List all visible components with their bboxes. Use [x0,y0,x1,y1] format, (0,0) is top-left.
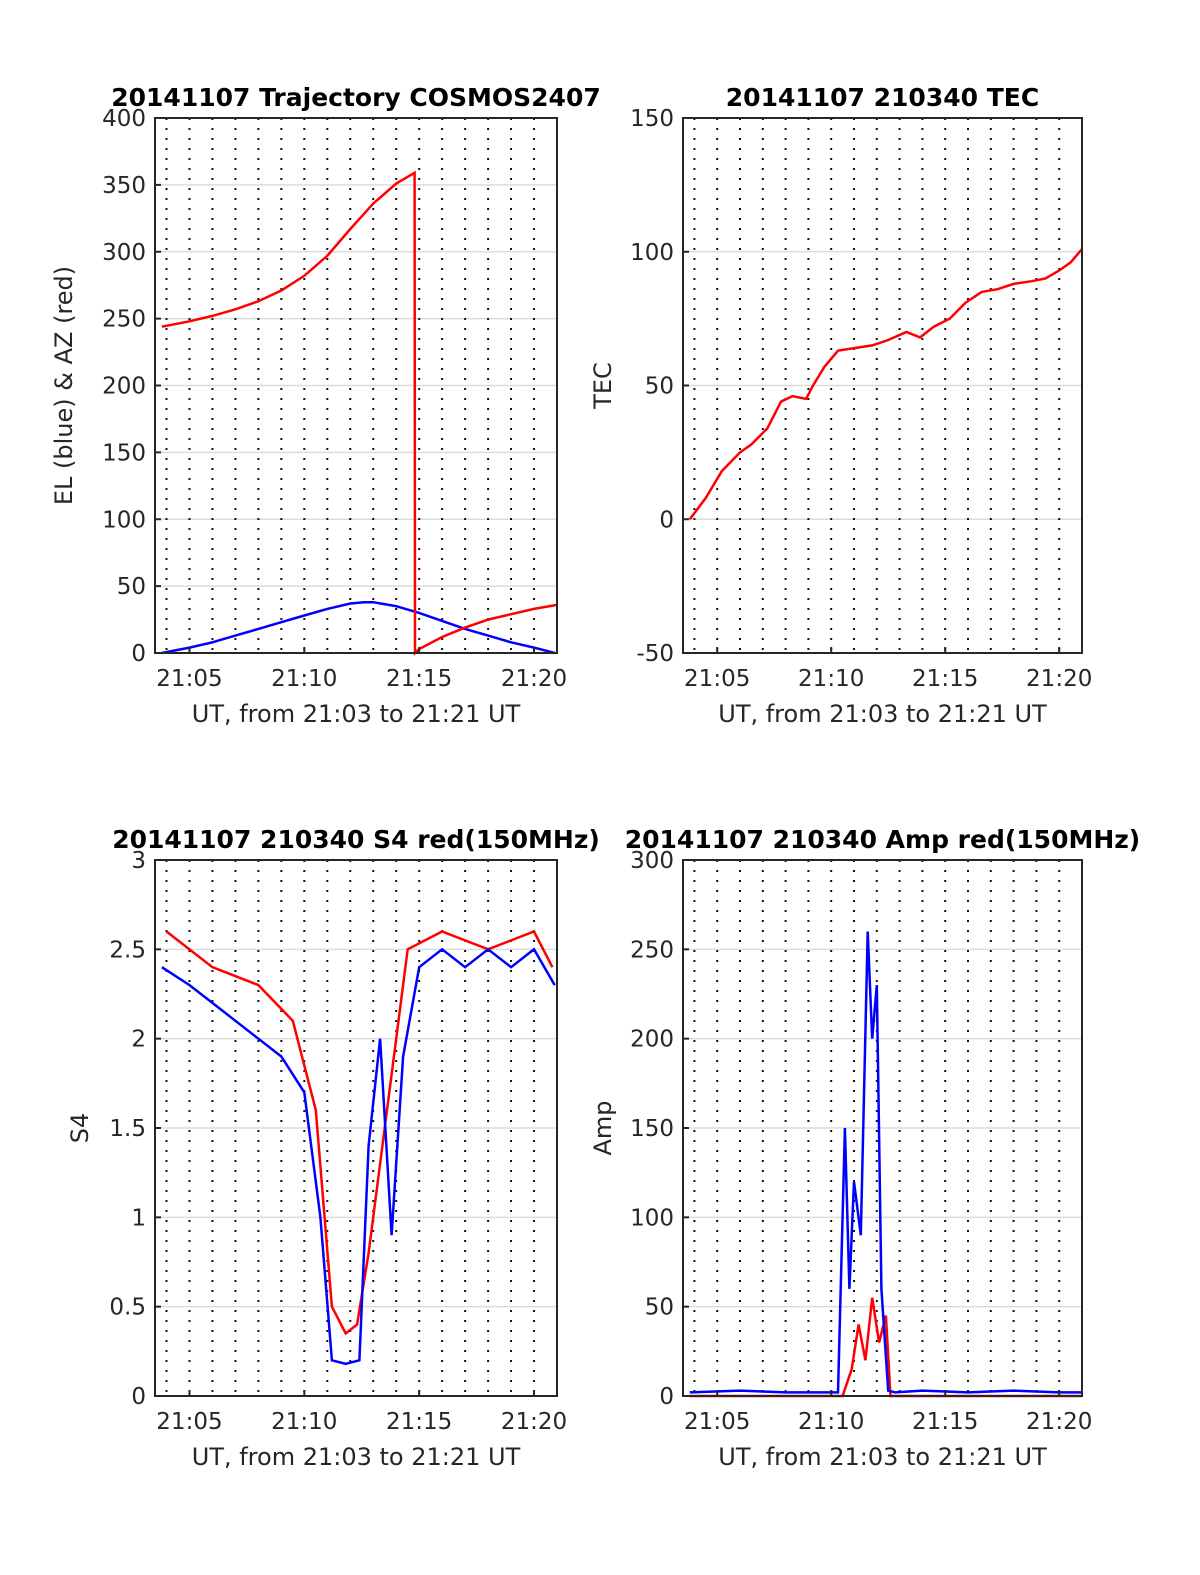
y-tick-label: 100 [630,1205,674,1231]
x-tick-label: 21:05 [684,666,750,692]
x-tick-label: 21:20 [501,666,567,692]
y-tick-label: 2 [131,1027,146,1053]
x-tick-label: 21:15 [386,666,452,692]
y-tick-label: 100 [102,507,146,533]
y-tick-label: 300 [630,848,674,874]
x-axis-label: UT, from 21:03 to 21:21 UT [192,1443,521,1471]
y-tick-label: 3 [131,848,146,874]
x-tick-label: 21:15 [912,666,978,692]
y-axis-label: Amp [589,1100,617,1155]
chart-title: 20141107 210340 Amp red(150MHz) [625,825,1141,854]
y-tick-label: 50 [645,1295,674,1321]
series-line-1 [161,947,556,1366]
y-tick-label: 200 [630,1027,674,1053]
y-tick-label: 2.5 [109,937,146,963]
y-tick-label: 0 [131,1384,146,1410]
x-axis-label: UT, from 21:03 to 21:21 UT [718,1443,1047,1471]
x-tick-label: 21:05 [156,666,222,692]
x-tick-label: 21:20 [501,1409,567,1435]
series-line-0 [689,1297,1082,1398]
y-axis-label: TEC [589,362,617,410]
y-tick-label: 0 [131,641,146,667]
y-tick-label: 50 [117,574,146,600]
chart-s4: 0 0.5 1 1.5 2 2.5 3 21:05 21:10 21:15 21:20 2014110… [66,825,600,1471]
series-line-0 [161,600,556,655]
y-tick-label: 0.5 [109,1295,146,1321]
series-line-0 [688,248,1083,521]
y-tick-label: 350 [102,173,146,199]
y-tick-label: 100 [630,240,674,266]
y-tick-label: 0 [659,1384,674,1410]
y-tick-label: 200 [102,374,146,400]
series-line-1 [689,931,1082,1394]
y-tick-label: 1.5 [109,1116,146,1142]
x-tick-label: 21:20 [1026,666,1092,692]
y-tick-label: 1 [131,1205,146,1231]
y-tick-label: -50 [636,641,674,667]
x-tick-label: 21:05 [684,1409,750,1435]
y-axis-label: S4 [66,1113,94,1144]
x-tick-label: 21:10 [271,1409,337,1435]
y-tick-label: 0 [659,507,674,533]
y-tick-label: 150 [102,440,146,466]
x-axis-label: UT, from 21:03 to 21:21 UT [718,700,1047,728]
x-tick-label: 21:15 [386,1409,452,1435]
y-tick-label: 150 [630,106,674,132]
x-tick-label: 21:15 [912,1409,978,1435]
y-tick-label: 250 [630,937,674,963]
chart-title: 20141107 Trajectory COSMOS2407 [111,83,601,112]
x-axis-label: UT, from 21:03 to 21:21 UT [192,700,521,728]
chart-title: 20141107 210340 TEC [726,83,1039,112]
y-axis-label: EL (blue) & AZ (red) [50,266,78,505]
chart-traj: 0 50 100 150 200 250 300 350 400 21:05 21:10 21:15 2… [50,83,601,728]
y-tick-label: 150 [630,1116,674,1142]
y-tick-label: 250 [102,307,146,333]
y-tick-label: 50 [645,374,674,400]
chart-title: 20141107 210340 S4 red(150MHz) [112,825,600,854]
x-tick-label: 21:10 [271,666,337,692]
series-line-1 [161,170,558,656]
y-tick-label: 400 [102,106,146,132]
chart-tec: -50 0 50 100 150 21:05 21:10 21:15 21:20 20141107… [589,83,1092,728]
chart-amp: 0 50 100 150 200 250 300 21:05 21:10 21:15 21:20 20… [589,825,1140,1471]
y-tick-label: 300 [102,240,146,266]
series-line-0 [165,929,554,1336]
x-tick-label: 21:05 [156,1409,222,1435]
x-tick-label: 21:10 [798,1409,864,1435]
x-tick-label: 21:20 [1026,1409,1092,1435]
x-tick-label: 21:10 [798,666,864,692]
